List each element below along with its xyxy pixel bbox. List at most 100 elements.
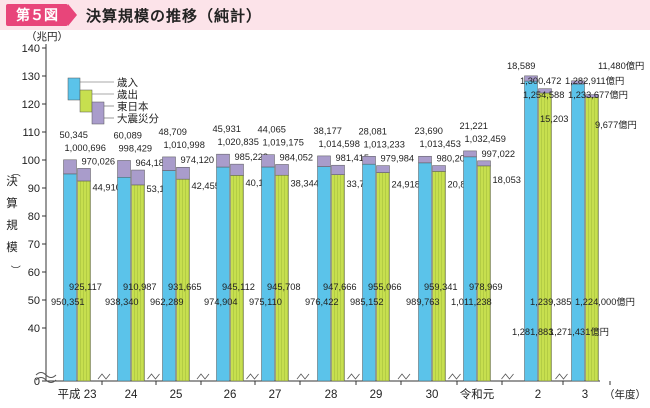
data-label-revenue: 1,271,431億円	[549, 326, 609, 337]
expenditure-disaster-bar	[275, 164, 289, 176]
x-tick-label: 3	[582, 389, 588, 401]
x-tick-label: 平成 23	[58, 388, 97, 401]
revenue-disaster-bar	[63, 159, 77, 175]
y-axis-label-char: 規	[6, 218, 18, 232]
x-unit-label: （年度）	[604, 388, 646, 401]
data-label-total-expenditure: 979,984	[381, 154, 415, 164]
data-label-disaster-revenue: 23,690	[415, 126, 443, 136]
data-label-total-expenditure: 984,052	[280, 152, 314, 162]
expenditure-disaster-bar	[331, 164, 345, 175]
revenue-disaster-bar	[317, 155, 331, 167]
data-label-expenditure: 947,666	[323, 282, 357, 292]
expenditure-disaster-bar	[477, 160, 491, 167]
y-tick-label: 120	[22, 99, 40, 111]
x-tick-label: 28	[325, 389, 338, 401]
legend-label: 歳出	[117, 88, 138, 101]
axis-break-mark	[347, 373, 360, 380]
data-label-total-revenue: 1,019,175	[263, 138, 304, 148]
expenditure-bar	[432, 171, 446, 382]
axis-break-mark	[501, 373, 514, 380]
axis-break-mark	[246, 373, 259, 380]
x-tick-label: 30	[426, 389, 439, 401]
y-axis-label-char: 算	[6, 196, 18, 210]
data-label-expenditure: 910,987	[123, 282, 157, 292]
data-label-total-revenue: 1,010,998	[164, 140, 205, 150]
expenditure-bar	[477, 165, 491, 382]
revenue-bar	[261, 166, 275, 382]
data-label-expenditure: 978,969	[469, 282, 503, 292]
data-label-revenue: 989,763	[406, 297, 440, 307]
data-label-expenditure: 955,066	[368, 282, 402, 292]
data-label-disaster-revenue: 45,931	[213, 124, 241, 134]
expenditure-bar	[538, 92, 552, 382]
data-label-disaster-expenditure: 15,203	[540, 114, 568, 124]
revenue-bar	[117, 177, 131, 382]
expenditure-bar	[331, 174, 345, 382]
y-axis-label-char: 模	[6, 241, 18, 254]
data-label-total-expenditure: 1,233,677億円	[568, 89, 628, 100]
expenditure-disaster-bar	[376, 165, 390, 173]
expenditure-disaster-bar	[585, 94, 599, 98]
y-axis-label-paren: （	[9, 167, 21, 177]
legend-swatch-expenditure	[79, 89, 93, 113]
revenue-disaster-bar	[117, 160, 131, 178]
data-label-expenditure: 945,708	[267, 282, 301, 292]
revenue-bar	[317, 166, 331, 382]
chart-title: 決算規模の推移（純計）	[86, 8, 263, 25]
figure-number-badge: 第５図	[6, 4, 68, 26]
data-label-total-revenue: 1,014,598	[319, 139, 360, 149]
data-label-total-expenditure: 974,120	[181, 155, 215, 165]
data-label-disaster-expenditure: 53,198	[147, 184, 175, 194]
data-label-total-revenue: 1,013,233	[364, 139, 405, 149]
data-label-disaster-revenue: 28,081	[359, 126, 387, 136]
revenue-bar	[63, 173, 77, 382]
axis-break-mark	[296, 373, 310, 380]
legend-label: 歳入	[117, 77, 138, 89]
badge-arrow	[68, 4, 77, 26]
expenditure-disaster-bar	[77, 168, 91, 182]
y-tick-label: 40	[28, 323, 40, 335]
figure-header: 第５図 決算規模の推移（純計）	[0, 0, 650, 30]
data-label-disaster-expenditure: 44,910	[93, 182, 121, 192]
y-tick-label: 140	[22, 43, 40, 55]
data-label-expenditure: 931,665	[168, 282, 202, 292]
revenue-bar	[162, 170, 176, 382]
data-label-revenue: 974,904	[204, 297, 238, 307]
axis-break-mark	[35, 377, 57, 383]
data-label-revenue: 975,110	[249, 297, 282, 307]
data-label-disaster-expenditure: 20,865	[448, 180, 476, 190]
axis-break-mark	[147, 373, 160, 380]
data-label-disaster-expenditure: 42,455	[192, 181, 220, 191]
revenue-bar	[463, 156, 477, 382]
data-label-disaster-expenditure: 38,344	[291, 178, 319, 188]
revenue-bar	[418, 162, 432, 382]
expenditure-disaster-bar	[538, 88, 552, 94]
data-label-total-revenue: 1,000,696	[65, 143, 106, 153]
expenditure-disaster-bar	[176, 166, 190, 180]
x-tick-label: 27	[269, 389, 282, 401]
data-label-disaster-revenue: 60,089	[114, 130, 142, 140]
data-label-disaster-expenditure: 18,053	[493, 175, 521, 185]
revenue-bar	[216, 166, 230, 382]
data-label-revenue: 962,289	[150, 297, 184, 307]
data-label-disaster-revenue: 21,221	[460, 121, 488, 131]
revenue-disaster-bar	[261, 154, 275, 168]
expenditure-bar	[230, 175, 244, 382]
y-tick-label: 110	[22, 127, 40, 139]
expenditure-bar	[376, 172, 390, 382]
data-label-total-expenditure: 985,228	[235, 152, 269, 162]
y-tick-label: 90	[28, 183, 40, 195]
data-label-disaster-expenditure: 9,677億円	[595, 119, 637, 130]
data-label-expenditure: 1,239,385	[530, 297, 571, 307]
data-label-total-revenue: 1,282,911億円	[565, 75, 624, 86]
data-label-total-revenue: 1,032,459	[465, 134, 506, 144]
data-label-disaster-revenue: 48,709	[159, 127, 187, 137]
legend-swatch-disaster	[91, 101, 105, 125]
data-label-total-revenue: 1,020,835	[218, 137, 259, 147]
data-label-revenue: 985,152	[350, 297, 384, 307]
data-label-total-revenue: 1,013,453	[420, 139, 461, 149]
data-label-expenditure: 1,224,000億円	[575, 296, 635, 307]
data-label-expenditure: 925,117	[69, 282, 102, 292]
data-label-disaster-expenditure: 24,918	[392, 180, 420, 190]
